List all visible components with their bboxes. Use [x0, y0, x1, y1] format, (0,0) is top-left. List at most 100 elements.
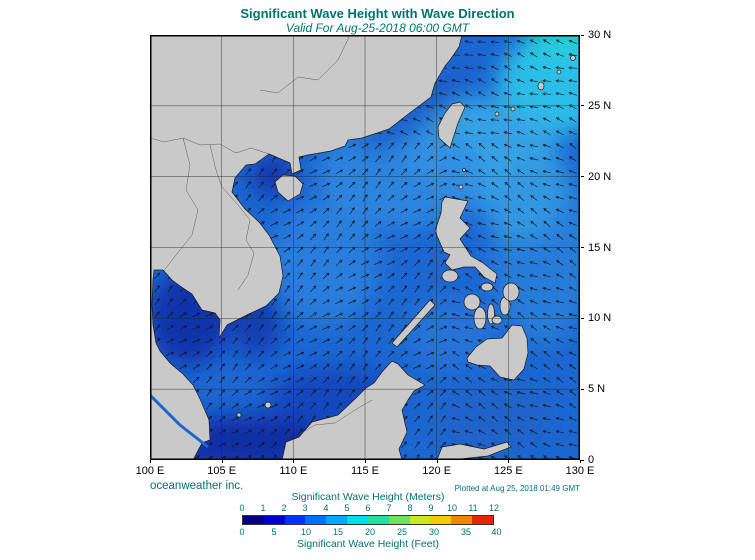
colorbar-feet-caption: Significant Wave Height (Feet): [296, 538, 439, 550]
island-borneo: [281, 360, 426, 460]
latitude-label: 30 N: [588, 29, 612, 41]
feet-tick-label: 30: [429, 527, 440, 537]
map-border: [150, 35, 580, 460]
island-okinawa: [537, 81, 545, 91]
landmasses: [150, 35, 576, 460]
y-axis-tick: [581, 34, 584, 36]
y-axis-tick: [581, 459, 584, 461]
y-axis-tick: [581, 176, 584, 178]
longitude-label: 120 E: [422, 465, 452, 477]
island-ryukyu-3: [556, 69, 562, 75]
longitude-label: 105 E: [207, 465, 237, 477]
island-batanes: [462, 168, 466, 172]
x-axis-tick: [150, 460, 151, 463]
meters-tick-label: 12: [488, 503, 500, 513]
longitude-label: 115 E: [351, 465, 379, 477]
colorbar-segment: [243, 516, 264, 524]
meters-tick-label: 11: [468, 503, 478, 513]
latitude-label: 5 N: [588, 383, 606, 396]
meters-tick-label: 4: [323, 503, 329, 513]
meters-tick-label: 6: [365, 503, 371, 513]
latitude-axis: 0 5 N 10 N 15 N 20 N 25 N 30 N: [581, 0, 661, 560]
colorbar-segment: [388, 516, 410, 524]
colorbar-segment: [409, 516, 431, 524]
x-axis-tick: [580, 460, 581, 463]
meters-tick-label: 2: [281, 503, 287, 513]
island-mindanao: [466, 324, 529, 381]
colorbar-segment: [430, 516, 452, 524]
x-axis-tick: [293, 460, 295, 463]
map-canvas: [150, 35, 580, 460]
feet-tick-label: 15: [332, 527, 344, 537]
island-negros: [473, 306, 487, 330]
feet-tick-label: 20: [365, 527, 376, 537]
x-axis-tick: [508, 460, 510, 463]
island-samar: [502, 282, 520, 302]
chart-subtitle: Valid For Aug-25-2018 06:00 GMT: [285, 21, 470, 35]
island-ryukyu-1: [494, 111, 500, 117]
credit-text: oceanweather inc.: [150, 480, 244, 492]
meters-tick-label: 1: [260, 503, 266, 513]
island-hainan: [274, 174, 304, 202]
island-panay: [463, 293, 481, 311]
y-axis-tick: [581, 388, 584, 390]
colorbar-gradient: [242, 515, 494, 525]
island-natuna: [264, 401, 272, 409]
colorbar-segment: [284, 516, 306, 524]
y-axis-tick: [581, 247, 584, 248]
feet-tick-label: 35: [461, 527, 472, 537]
colorbar-segment: [367, 516, 389, 524]
feet-tick-label: 5: [271, 527, 277, 537]
meters-tick-label: 0: [239, 503, 245, 513]
longitude-axis: 100 E 105 E 110 E 115 E 120 E 125 E 130 E: [0, 460, 755, 482]
colorbar-feet-ticks: 0 5 10 15 20 25 30 35 40: [239, 527, 501, 537]
feet-tick-label: 10: [300, 527, 312, 537]
island-masbate: [480, 282, 494, 292]
colorbar-segment: [451, 516, 473, 524]
x-axis-tick: [221, 460, 223, 463]
x-axis-tick: [365, 460, 366, 463]
latitude-label: 10 N: [588, 312, 612, 325]
meters-tick-label: 3: [302, 503, 308, 513]
latitude-label: 0: [588, 454, 595, 466]
plotted-timestamp: Plotted at Aug 25, 2018 01:49 GMT: [454, 484, 580, 493]
colorbar-segment: [263, 516, 285, 524]
colorbar-segment: [347, 516, 368, 524]
meters-tick-label: 8: [407, 503, 413, 513]
island-ryukyu-4: [570, 55, 576, 61]
grid-lines: [150, 35, 580, 460]
landmass-asia-mainland: [150, 35, 463, 460]
y-axis-tick: [581, 105, 584, 107]
feet-tick-label: 40: [491, 527, 502, 537]
longitude-label: 130 E: [565, 465, 595, 477]
feet-tick-label: 0: [239, 527, 245, 537]
island-taiwan: [437, 101, 466, 149]
colorbar-segment: [305, 516, 327, 524]
meters-tick-label: 7: [386, 503, 392, 513]
island-mindoro: [441, 269, 459, 283]
feet-tick-label: 25: [397, 527, 408, 537]
malacca-strait: [150, 393, 209, 449]
meters-tick-label: 5: [344, 503, 350, 513]
longitude-label: 125 E: [493, 465, 523, 477]
latitude-label: 20 N: [588, 170, 612, 183]
island-babuyan: [458, 184, 464, 190]
meters-tick-label: 9: [428, 503, 434, 513]
island-bohol: [491, 315, 503, 325]
country-borders: [150, 35, 373, 439]
meters-tick-label: 10: [446, 503, 458, 513]
longitude-label: 100 E: [135, 465, 165, 477]
x-axis-tick: [436, 460, 438, 463]
island-palawan: [391, 299, 436, 348]
colorbar-meters-ticks: 0 1 2 3 4 5 6 7 8 9 10 11 12: [239, 503, 499, 513]
wave-map: [150, 35, 580, 460]
longitude-label: 110 E: [279, 465, 308, 477]
chart-title: Significant Wave Height with Wave Direct…: [240, 6, 515, 21]
island-ryukyu-2: [510, 106, 516, 112]
island-anambas: [236, 412, 242, 418]
latitude-label: 15 N: [588, 241, 612, 254]
colorbar-segment: [472, 516, 493, 524]
colorbar-segment: [326, 516, 348, 524]
